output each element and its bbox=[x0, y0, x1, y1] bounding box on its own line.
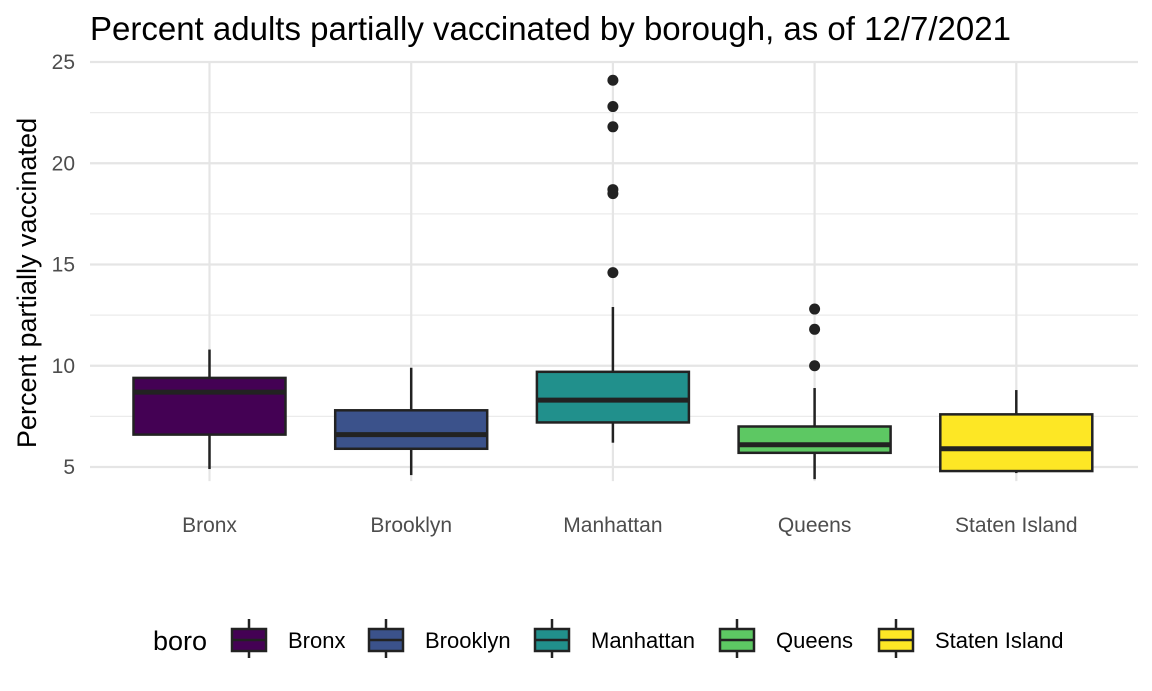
x-tick-label: Brooklyn bbox=[370, 514, 452, 537]
y-axis-title: Percent partially vaccinated bbox=[12, 118, 42, 448]
interquartile-box bbox=[333, 409, 489, 451]
box-layer bbox=[132, 74, 1094, 480]
y-tick-label: 5 bbox=[63, 456, 75, 479]
legend-item-bronx: Bronx bbox=[230, 619, 345, 658]
outlier-point bbox=[809, 323, 821, 335]
legend: boro Bronx Brooklyn Manhattan Queens Staten … bbox=[153, 619, 1063, 658]
legend-label: Queens bbox=[776, 628, 853, 653]
box-manhattan bbox=[535, 74, 691, 443]
legend-item-manhattan: Manhattan bbox=[533, 619, 695, 658]
y-tick-label: 25 bbox=[52, 51, 75, 74]
outlier-point bbox=[607, 101, 619, 113]
legend-label: Brooklyn bbox=[425, 628, 511, 653]
box-staten-island bbox=[939, 390, 1094, 474]
y-tick-label: 20 bbox=[52, 152, 75, 175]
tick-layer: 5 10 15 20 25 Bronx Brooklyn Manhattan Queens Sta… bbox=[52, 51, 1078, 537]
outlier-point bbox=[607, 74, 619, 86]
interquartile-box bbox=[535, 370, 691, 424]
x-tick-label: Queens bbox=[778, 514, 852, 537]
chart-title: Percent adults partially vaccinated by b… bbox=[90, 10, 1011, 47]
box-brooklyn bbox=[333, 367, 489, 476]
legend-item-queens: Queens bbox=[718, 619, 853, 658]
legend-title: boro bbox=[153, 626, 207, 656]
box-queens bbox=[737, 303, 892, 480]
outlier-point bbox=[607, 184, 619, 196]
legend-label: Bronx bbox=[288, 628, 345, 653]
legend-item-brooklyn: Brooklyn bbox=[367, 619, 511, 658]
x-tick-label: Bronx bbox=[182, 514, 237, 537]
outlier-point bbox=[809, 303, 821, 315]
outlier-point bbox=[607, 121, 619, 133]
outlier-point bbox=[809, 360, 821, 372]
y-tick-label: 15 bbox=[52, 254, 75, 277]
interquartile-box bbox=[737, 425, 892, 455]
legend-label: Staten Island bbox=[935, 628, 1063, 653]
interquartile-box bbox=[939, 413, 1094, 473]
interquartile-box bbox=[132, 376, 287, 436]
outlier-point bbox=[607, 267, 619, 279]
legend-label: Manhattan bbox=[591, 628, 695, 653]
x-tick-label: Staten Island bbox=[955, 514, 1078, 537]
y-tick-label: 10 bbox=[52, 355, 75, 378]
box-bronx bbox=[132, 349, 287, 470]
legend-item-staten-island: Staten Island bbox=[877, 619, 1063, 658]
x-tick-label: Manhattan bbox=[563, 514, 662, 537]
